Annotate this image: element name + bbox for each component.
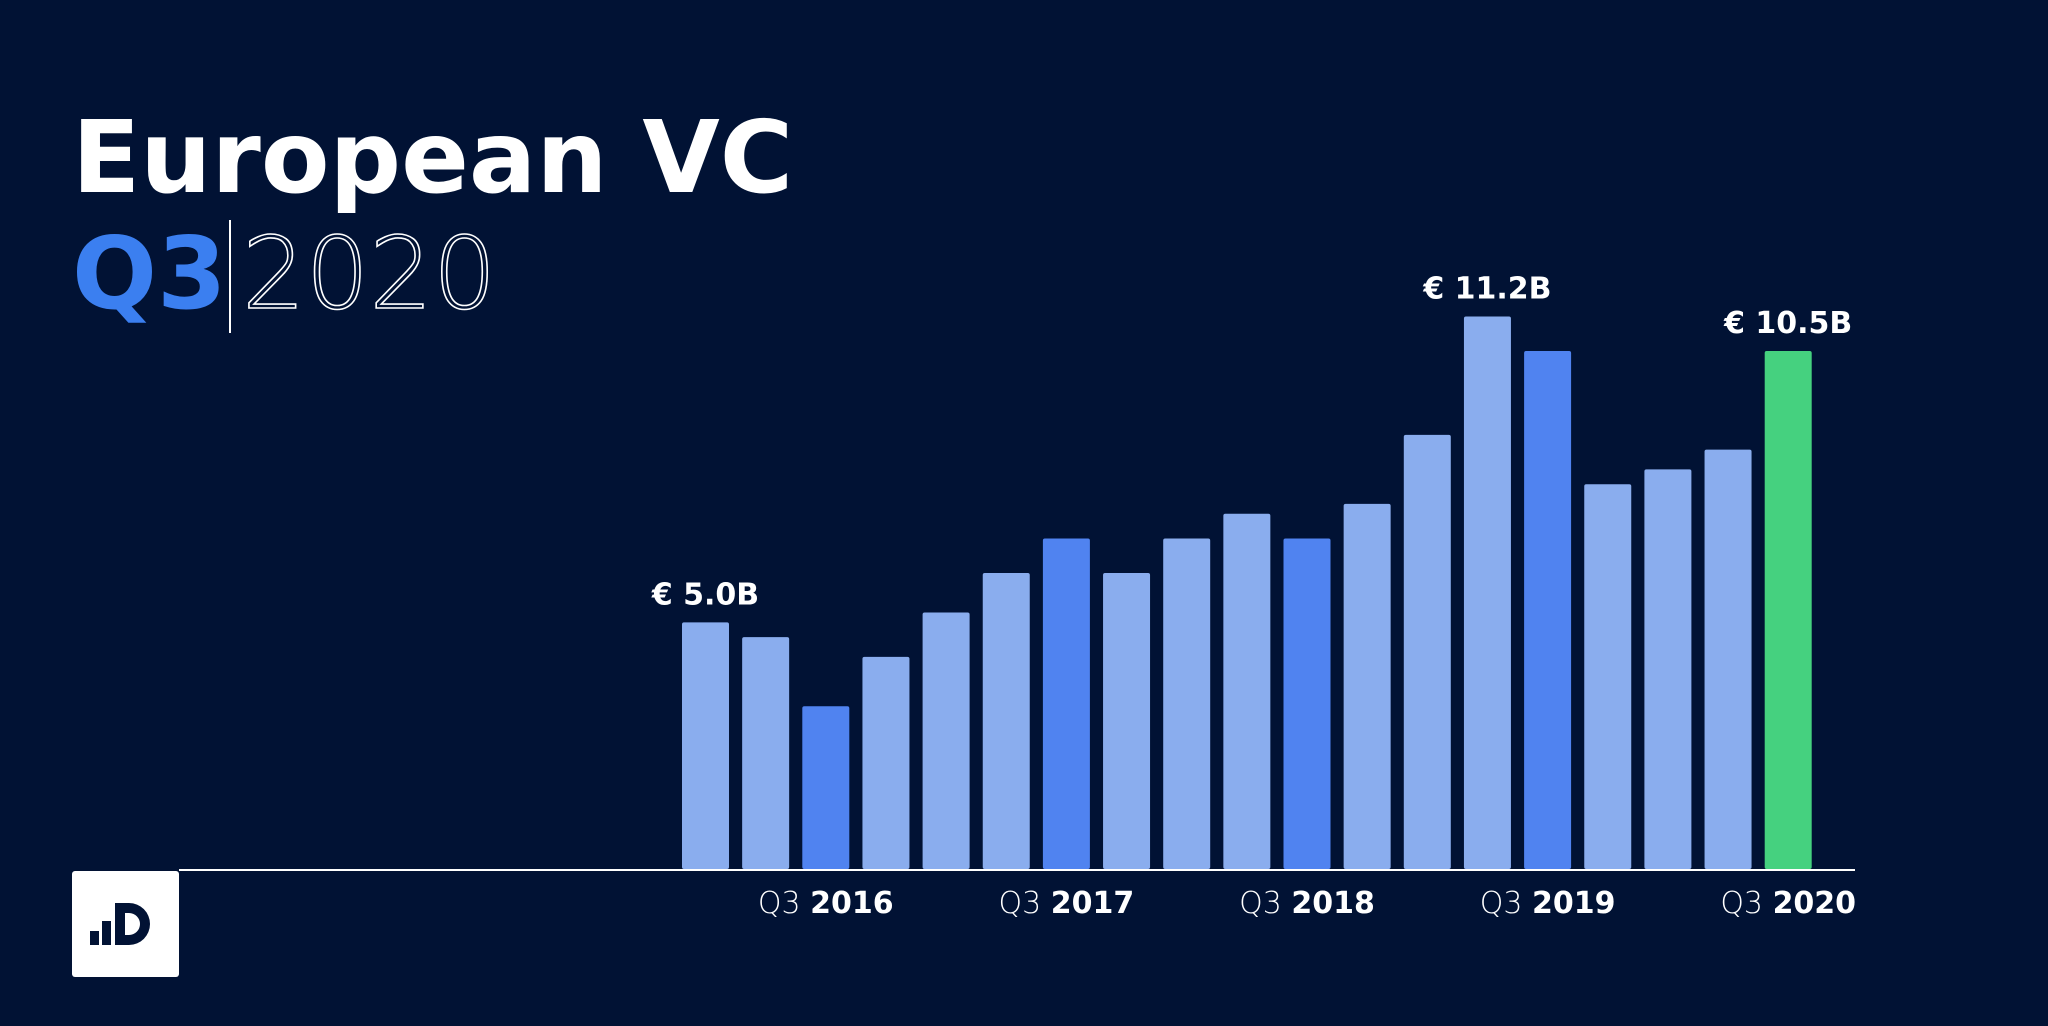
chart-title: European VC bbox=[72, 99, 793, 216]
x-tick-label: Q3 2019 bbox=[1480, 886, 1616, 921]
bar bbox=[1584, 484, 1632, 869]
logo bbox=[72, 871, 179, 977]
logo-letter bbox=[115, 903, 150, 945]
value-label: € 11.2B bbox=[1422, 271, 1551, 306]
bar bbox=[802, 706, 850, 869]
bar bbox=[1223, 513, 1271, 869]
value-label: € 10.5B bbox=[1723, 306, 1852, 341]
bar bbox=[982, 573, 1030, 869]
bar bbox=[1524, 351, 1572, 869]
bar bbox=[1103, 573, 1151, 869]
logo-bar bbox=[90, 931, 99, 945]
logo-bar bbox=[102, 921, 111, 945]
value-label: € 5.0B bbox=[651, 577, 759, 612]
bar bbox=[1764, 351, 1812, 869]
bar bbox=[1283, 538, 1331, 869]
logo-box bbox=[72, 871, 179, 977]
bar bbox=[1343, 503, 1391, 869]
x-tick-label: Q3 2016 bbox=[758, 886, 894, 921]
bar bbox=[1163, 538, 1211, 869]
bar bbox=[1644, 469, 1692, 869]
bar bbox=[1403, 434, 1451, 869]
bar bbox=[862, 656, 910, 869]
bar bbox=[1704, 449, 1752, 869]
bar bbox=[1463, 316, 1511, 869]
bar bbox=[922, 612, 970, 869]
x-tick-label: Q3 2018 bbox=[1239, 886, 1375, 921]
bar bbox=[1042, 538, 1090, 869]
bar bbox=[742, 637, 790, 869]
x-tick-label: Q3 2017 bbox=[999, 886, 1135, 921]
bar bbox=[682, 622, 729, 869]
x-tick-label: Q3 2020 bbox=[1720, 886, 1856, 921]
subtitle-quarter: Q3 bbox=[72, 215, 227, 332]
subtitle-year: 2020 bbox=[242, 215, 497, 332]
